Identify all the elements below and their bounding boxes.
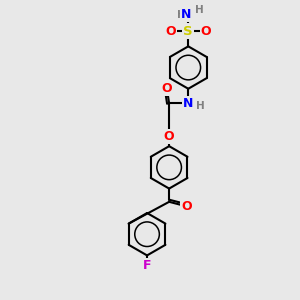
Text: H: H	[177, 10, 186, 20]
Text: H: H	[195, 5, 203, 15]
Text: O: O	[165, 25, 176, 38]
Text: O: O	[181, 200, 191, 213]
Text: O: O	[164, 130, 175, 143]
Text: N: N	[183, 97, 194, 110]
Text: N: N	[181, 8, 191, 21]
Text: O: O	[201, 25, 211, 38]
Text: S: S	[184, 25, 193, 38]
Text: O: O	[161, 82, 172, 95]
Text: F: F	[143, 259, 151, 272]
Text: H: H	[196, 101, 204, 111]
